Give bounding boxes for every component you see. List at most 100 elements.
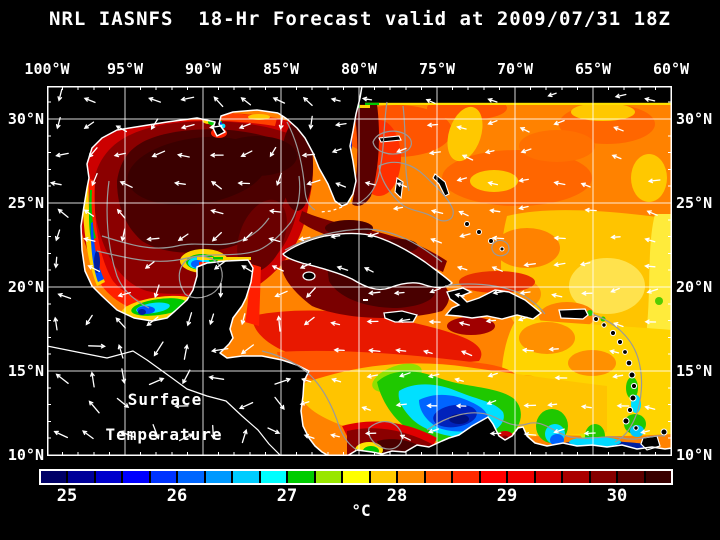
- lat-tick-label-left: 25°N: [7, 194, 44, 212]
- wind-arrow: [90, 371, 95, 388]
- wind-arrow: [521, 347, 534, 353]
- wind-arrow: [361, 96, 373, 102]
- wind-arrow: [278, 115, 284, 131]
- wind-arrow: [268, 237, 281, 243]
- wind-arrow: [491, 235, 505, 241]
- wind-arrow: [489, 208, 501, 214]
- wind-arrow: [302, 96, 313, 107]
- wind-arrow: [368, 348, 381, 353]
- wind-arrow: [395, 402, 407, 408]
- colorbar-segment: [150, 471, 177, 483]
- wind-arrow: [427, 373, 440, 379]
- map-frame: [47, 86, 672, 456]
- wind-arrow: [151, 150, 166, 158]
- wind-arrow: [426, 122, 439, 128]
- wind-arrow: [548, 346, 559, 352]
- wind-arrow: [611, 154, 622, 160]
- colorbar-tick-label: 30: [606, 486, 628, 506]
- wind-arrow: [83, 97, 96, 104]
- wind-arrow: [182, 369, 191, 385]
- colorbar-tick-label: 25: [56, 486, 78, 506]
- annotation-surface: Surface: [127, 390, 203, 409]
- wind-arrow: [333, 347, 345, 353]
- wind-arrow: [87, 265, 101, 273]
- wind-arrow: [610, 287, 620, 293]
- wind-arrow: [580, 404, 592, 410]
- wind-arrow: [429, 287, 441, 294]
- colorbar-tick-label: 29: [496, 486, 518, 506]
- colorbar-segment: [645, 471, 672, 483]
- wind-arrow: [272, 97, 286, 104]
- wind-arrow: [83, 121, 95, 129]
- colorbar-segment: [535, 471, 562, 483]
- wind-arrow: [55, 116, 61, 130]
- wind-arrow: [335, 182, 347, 188]
- wind-arrow: [173, 180, 186, 186]
- wind-arrow: [306, 287, 316, 298]
- wind-arrow: [186, 312, 193, 327]
- colorbar-segment: [41, 471, 67, 483]
- wind-arrow: [148, 377, 165, 386]
- wind-arrow: [210, 424, 216, 440]
- wind-arrow: [523, 432, 537, 437]
- colorbar-tick-label: 28: [386, 486, 408, 506]
- wind-arrow: [57, 292, 72, 300]
- wind-arrow: [208, 375, 225, 380]
- colorbar-segment: [590, 471, 617, 483]
- lat-tick-label-right: 30°N: [676, 110, 713, 128]
- colorbar-segment: [618, 471, 644, 483]
- pacific-coastline: [46, 345, 282, 457]
- wind-arrow: [554, 375, 568, 381]
- wind-arrow: [518, 205, 529, 211]
- gulf-coastline: [80, 109, 330, 457]
- wind-arrow: [271, 265, 284, 272]
- wind-arrow: [210, 347, 229, 353]
- wind-arrow: [616, 403, 630, 409]
- wind-arrow: [519, 290, 531, 296]
- land-hispaniola: [444, 287, 543, 320]
- lon-tick-label: 90°W: [184, 60, 222, 78]
- wind-arrow: [119, 181, 133, 188]
- lat-tick-label-left: 20°N: [7, 278, 44, 296]
- wind-arrow: [614, 93, 627, 99]
- wind-arrow: [640, 429, 650, 435]
- wind-arrow: [456, 125, 467, 130]
- wind-arrow: [646, 210, 658, 216]
- wind-arrow: [430, 209, 444, 215]
- wind-arrow: [336, 265, 349, 271]
- lon-tick-label: 80°W: [340, 60, 378, 78]
- wind-arrow: [144, 261, 155, 269]
- colorbar-segment: [480, 471, 507, 483]
- wind-arrow: [553, 180, 566, 186]
- wind-arrow: [116, 208, 126, 219]
- wind-arrow: [298, 236, 311, 242]
- wind-arrow: [331, 377, 342, 383]
- lon-tick-label: 100°W: [24, 60, 70, 78]
- wind-arrow: [116, 397, 130, 409]
- wind-arrow: [53, 430, 69, 439]
- page-title: NRL IASNFS 18-Hr Forecast valid at 2009/…: [49, 8, 671, 30]
- wind-arrow: [180, 123, 195, 130]
- wind-arrow: [364, 431, 377, 436]
- wind-arrow: [367, 232, 379, 238]
- land-south-america: [347, 417, 672, 456]
- wind-arrow: [301, 152, 316, 158]
- lon-tick-label: 85°W: [262, 60, 300, 78]
- wind-arrow: [268, 208, 282, 214]
- wind-arrow: [609, 349, 620, 355]
- wind-arrow: [366, 319, 379, 324]
- wind-arrow: [584, 207, 597, 213]
- wind-arrow: [425, 98, 436, 104]
- wind-arrow: [301, 377, 312, 383]
- wind-arrow: [330, 234, 341, 239]
- wind-arrow: [153, 284, 160, 299]
- wind-arrow: [647, 178, 661, 184]
- wind-arrow: [210, 208, 224, 215]
- colorbar-segment: [178, 471, 204, 483]
- wind-arrow: [553, 119, 565, 126]
- wind-arrow: [361, 406, 371, 411]
- wind-arrow: [330, 433, 340, 438]
- wind-arrow: [458, 210, 469, 217]
- wind-arrow: [547, 402, 558, 408]
- wind-arrow: [177, 233, 189, 242]
